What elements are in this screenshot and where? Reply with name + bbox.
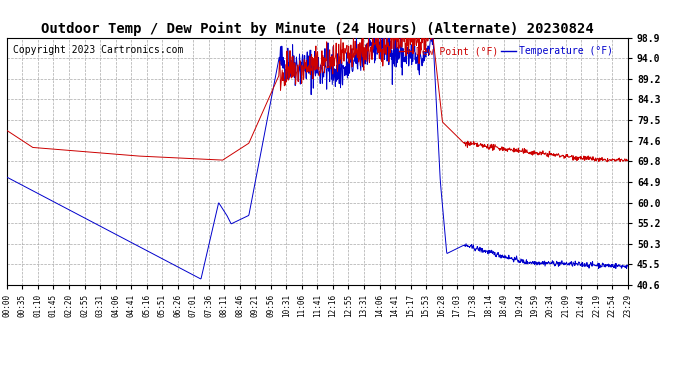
Title: Outdoor Temp / Dew Point by Minute (24 Hours) (Alternate) 20230824: Outdoor Temp / Dew Point by Minute (24 H… bbox=[41, 22, 594, 36]
Text: Copyright 2023 Cartronics.com: Copyright 2023 Cartronics.com bbox=[13, 45, 184, 55]
Legend: Dew Point (°F), Temperature (°F): Dew Point (°F), Temperature (°F) bbox=[395, 42, 617, 60]
